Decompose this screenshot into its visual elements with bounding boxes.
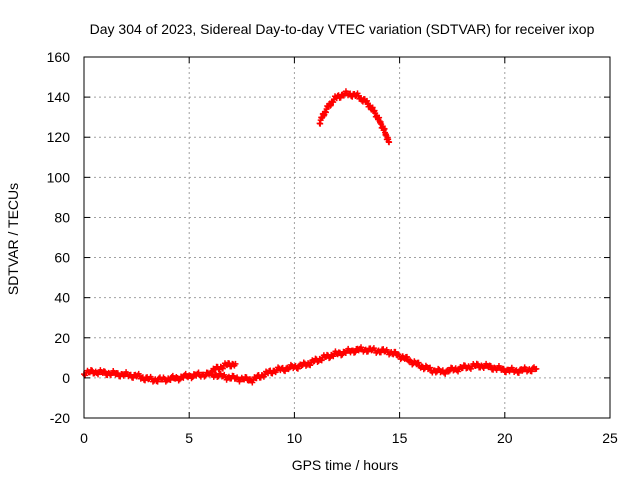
- data-point: [208, 370, 215, 377]
- data-point: [377, 349, 384, 356]
- data-markers: [81, 88, 540, 386]
- data-point: [500, 365, 507, 372]
- data-point: [392, 348, 399, 355]
- data-point: [415, 359, 422, 366]
- data-point: [365, 348, 372, 355]
- chart-title: Day 304 of 2023, Sidereal Day-to-day VTE…: [90, 21, 595, 37]
- data-point: [445, 368, 452, 375]
- series-segment: [207, 360, 239, 377]
- data-point: [330, 99, 337, 106]
- data-point: [142, 377, 149, 384]
- x-tick-label: 15: [392, 430, 408, 446]
- data-point: [337, 94, 344, 101]
- data-point: [188, 375, 195, 382]
- data-point: [533, 365, 540, 372]
- data-point: [219, 365, 226, 372]
- data-point: [487, 363, 494, 370]
- data-point: [515, 369, 522, 376]
- data-point: [114, 370, 121, 377]
- series-arc: [316, 88, 393, 146]
- y-tick-label: 100: [47, 169, 71, 185]
- y-tick-label: 20: [54, 330, 70, 346]
- data-point: [243, 374, 250, 381]
- x-tick-label: 25: [602, 430, 618, 446]
- data-point: [130, 374, 137, 381]
- data-point: [330, 353, 337, 360]
- data-point: [287, 361, 294, 368]
- data-point: [403, 353, 410, 360]
- data-point: [318, 357, 325, 364]
- axis-ticks: [83, 56, 611, 419]
- plot-frame: [83, 56, 611, 419]
- data-point: [326, 355, 333, 362]
- data-point: [352, 349, 359, 356]
- data-point: [386, 139, 393, 146]
- x-tick-label: 0: [80, 430, 88, 446]
- grid-lines: [84, 57, 610, 418]
- y-tick-label: 60: [54, 250, 70, 266]
- data-point: [162, 378, 169, 385]
- data-point: [167, 376, 174, 383]
- data-point: [102, 368, 109, 375]
- data-point: [154, 378, 161, 385]
- x-tick-label: 5: [185, 430, 193, 446]
- data-point: [474, 361, 481, 368]
- y-tick-label: 160: [47, 49, 71, 65]
- series-main: [81, 344, 540, 386]
- x-axis-label: GPS time / hours: [292, 457, 399, 473]
- y-tick-label: 140: [47, 89, 71, 105]
- y-tick-label: 0: [62, 370, 70, 386]
- data-point: [435, 365, 442, 372]
- data-point: [201, 373, 208, 380]
- data-point: [427, 364, 434, 371]
- data-point: [282, 368, 289, 375]
- y-tick-label: 40: [54, 290, 70, 306]
- y-tick-label: -20: [50, 410, 70, 426]
- x-tick-label: 10: [287, 430, 303, 446]
- x-tick-label: 20: [497, 430, 513, 446]
- data-point: [307, 362, 314, 369]
- data-point: [232, 360, 239, 367]
- data-point: [314, 358, 321, 365]
- tick-labels: 0 5 10 15 20 25 -20 0 20 40 60 80 100 120 140 160: [47, 49, 618, 446]
- y-tick-label: 120: [47, 129, 71, 145]
- y-axis-label: SDTVAR / TECUs: [5, 183, 21, 295]
- data-point: [528, 368, 535, 375]
- data-point: [294, 365, 301, 372]
- y-tick-label: 80: [54, 209, 70, 225]
- data-point: [422, 362, 429, 369]
